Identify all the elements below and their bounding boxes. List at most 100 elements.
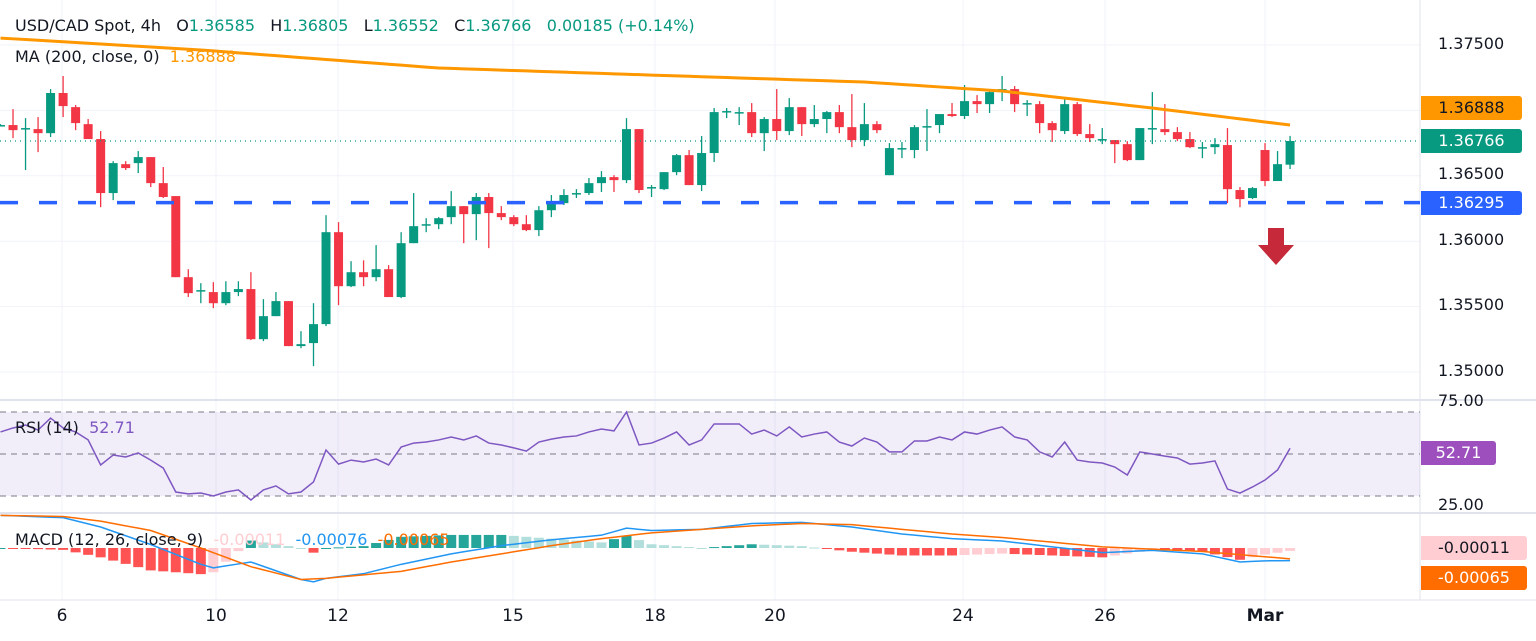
macd-histogram-bar (997, 548, 1008, 554)
macd-histogram-bar (446, 534, 457, 548)
candles (0, 75, 1295, 367)
candle (409, 193, 419, 244)
candle-body (571, 193, 581, 195)
time-label: 18 (644, 606, 666, 626)
candle-body (1210, 144, 1220, 148)
macd-histogram-bar (1285, 548, 1296, 551)
candle (446, 191, 456, 225)
candle-body (1135, 128, 1145, 161)
candle (296, 331, 306, 349)
candle (1235, 187, 1245, 208)
candle (622, 118, 631, 184)
macd-histogram-bar (1222, 548, 1233, 558)
candle-body (471, 196, 481, 215)
candle-body (634, 129, 644, 191)
candle (797, 107, 807, 137)
macd-histogram-bar (1047, 548, 1058, 556)
macd-histogram-bar (321, 548, 332, 549)
candle-body (672, 155, 682, 173)
macd-histogram-bar (634, 540, 645, 548)
macd-histogram-bar (58, 548, 69, 550)
macd-histogram-bar (746, 544, 757, 548)
macd-histogram-bar (533, 537, 544, 548)
candle (471, 193, 481, 241)
candle-body (534, 210, 544, 231)
candle (1197, 142, 1207, 159)
macd-legend[interactable]: MACD (12, 26, close, 9) -0.00011 -0.0007… (15, 530, 449, 549)
macd-histogram-bar (233, 548, 244, 552)
candle-body (371, 269, 381, 278)
macd-histogram-bar (1234, 548, 1245, 560)
macd-histogram-bar (433, 535, 444, 548)
macd-histogram-bar (571, 540, 582, 548)
macd-histogram-bar (608, 539, 619, 548)
macd-histogram-bar (346, 546, 357, 548)
candle (1085, 124, 1095, 143)
candle-body (271, 301, 281, 317)
candle (1060, 99, 1070, 135)
macd-histogram-bar (195, 548, 206, 575)
candle (772, 89, 782, 141)
candle-body (334, 232, 344, 287)
macd-histogram-bar (596, 542, 607, 548)
macd-histogram-bar (408, 536, 419, 548)
candle-body (384, 269, 394, 298)
time-label: 12 (327, 606, 349, 626)
macd-histogram-bar (759, 544, 770, 548)
macd-histogram-bar (20, 548, 31, 549)
candle-body (1185, 139, 1195, 148)
candle (734, 107, 744, 126)
time-label: 15 (502, 606, 524, 626)
macd-histogram-bar (333, 547, 344, 549)
candle (1147, 92, 1157, 145)
macd-label: MACD (12, 26, close, 9) (15, 530, 204, 549)
candle-body (246, 289, 256, 340)
macd-histogram-bar (984, 548, 995, 555)
candle-body (171, 196, 181, 278)
candle-body (146, 157, 156, 184)
candle-body (647, 187, 657, 189)
macd-histogram-bar (1197, 548, 1208, 552)
candle (1222, 128, 1232, 204)
macd-histogram-bar (95, 548, 106, 558)
candle-body (684, 155, 694, 186)
candle (809, 105, 819, 128)
open-label: O (176, 16, 189, 35)
candle (1010, 86, 1020, 113)
candle-body (321, 232, 331, 325)
macd-histogram-bar (959, 548, 970, 555)
candle-body (834, 112, 844, 128)
candle-body (521, 224, 531, 231)
macd-histogram-bar (245, 540, 256, 548)
ma-legend[interactable]: MA (200, close, 0) 1.36888 (15, 47, 236, 66)
support-price-tag: 1.36295 (1421, 191, 1522, 215)
price-tick: 1.35500 (1438, 295, 1505, 314)
rsi-pane (0, 410, 1420, 501)
rsi-value-tag: 52.71 (1421, 441, 1496, 465)
candle-body (1160, 129, 1170, 133)
rsi-tick: 25.00 (1438, 495, 1484, 514)
macd-histogram-bar (471, 534, 482, 548)
macd-histogram-bar (734, 545, 745, 548)
candle (1172, 127, 1182, 142)
candle (71, 105, 81, 131)
candle (546, 195, 556, 218)
candle-body (859, 124, 869, 141)
high-value: 1.36805 (282, 16, 349, 35)
candle (246, 272, 256, 341)
rsi-legend[interactable]: RSI (14) 52.71 (15, 418, 135, 437)
candle (434, 217, 444, 230)
macd-histogram-bar (1184, 548, 1195, 552)
ma-200-line (0, 36, 1291, 127)
candle-body (960, 101, 970, 117)
candle-body (83, 124, 93, 140)
candle (784, 98, 794, 136)
ma-price-tag: 1.36888 (1421, 96, 1522, 120)
candle-body (1072, 104, 1082, 135)
candle-body (46, 93, 56, 134)
candle-body (33, 129, 43, 134)
candle (33, 117, 43, 153)
candle (872, 121, 882, 134)
macd-histogram-bar (220, 548, 231, 562)
